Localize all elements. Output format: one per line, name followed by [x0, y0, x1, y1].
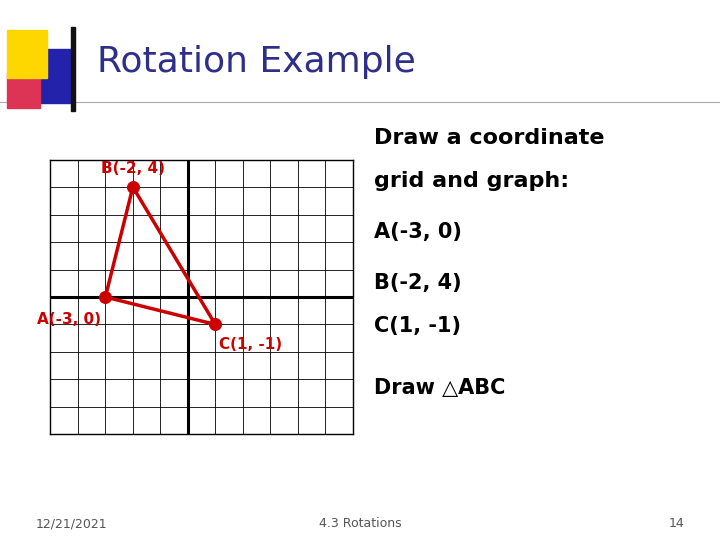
Text: A(-3, 0): A(-3, 0) [37, 312, 102, 327]
Text: B(-2, 4): B(-2, 4) [374, 273, 462, 293]
Point [210, 320, 221, 329]
Text: 14: 14 [668, 517, 684, 530]
Text: C(1, -1): C(1, -1) [374, 316, 462, 336]
Text: B(-2, 4): B(-2, 4) [101, 161, 165, 176]
Point [99, 293, 111, 301]
Text: Rotation Example: Rotation Example [97, 45, 416, 79]
Text: A(-3, 0): A(-3, 0) [374, 222, 462, 242]
Point [127, 183, 139, 191]
Text: 4.3 Rotations: 4.3 Rotations [319, 517, 401, 530]
Text: C(1, -1): C(1, -1) [220, 337, 282, 352]
Text: Draw a coordinate: Draw a coordinate [374, 128, 605, 148]
Text: 12/21/2021: 12/21/2021 [36, 517, 107, 530]
Text: Draw △ABC: Draw △ABC [374, 377, 505, 397]
Text: grid and graph:: grid and graph: [374, 171, 570, 191]
